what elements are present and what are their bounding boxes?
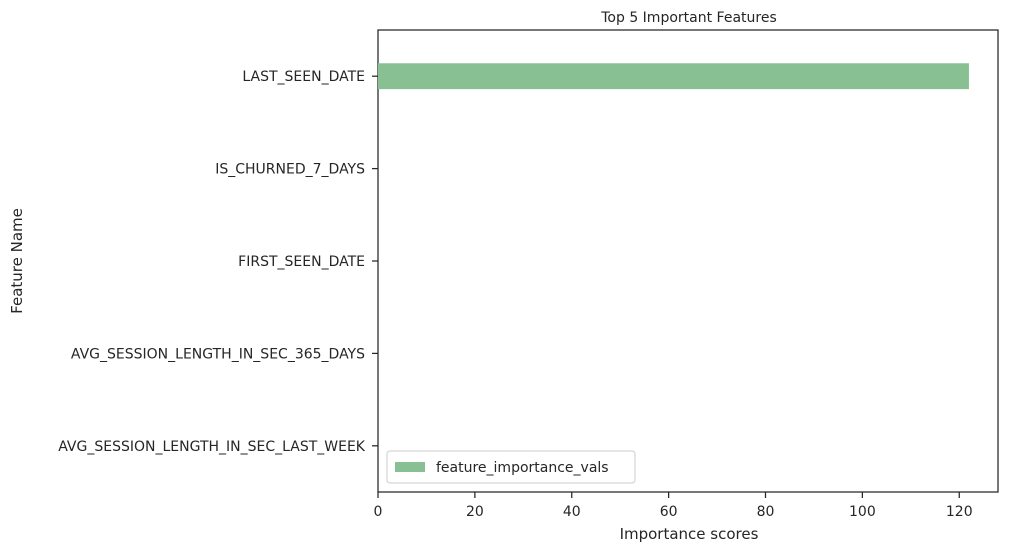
y-tick-label: FIRST_SEEN_DATE (238, 254, 365, 270)
x-tick-label: 20 (466, 504, 484, 520)
plot-frame (377, 29, 999, 493)
x-tick-label: 100 (849, 504, 876, 520)
y-tick-label: IS_CHURNED_7_DAYS (215, 162, 365, 178)
y-axis-label: Feature Name (8, 208, 26, 314)
x-tick-label: 60 (660, 504, 678, 520)
y-tick-label: AVG_SESSION_LENGTH_IN_SEC_LAST_WEEK (58, 439, 366, 455)
y-tick-label: AVG_SESSION_LENGTH_IN_SEC_365_DAYS (71, 346, 365, 362)
x-tick-label: 120 (946, 504, 973, 520)
legend-box (386, 450, 636, 484)
x-tick-label: 80 (757, 504, 775, 520)
legend-swatch (395, 462, 425, 472)
plot-area: LAST_SEEN_DATE IS_CHURNED_7_DAYS FIRST_SEE… (58, 29, 999, 520)
x-axis-label: Importance scores (620, 525, 759, 543)
bar-last-seen-date (378, 63, 969, 90)
chart-title: Top 5 Important Features (600, 10, 777, 26)
x-tick-label: 40 (563, 504, 581, 520)
y-tick-label: LAST_SEEN_DATE (242, 69, 365, 85)
legend: feature_importance_vals (386, 450, 636, 484)
legend-label: feature_importance_vals (436, 460, 609, 476)
x-tick-label: 0 (374, 504, 383, 520)
